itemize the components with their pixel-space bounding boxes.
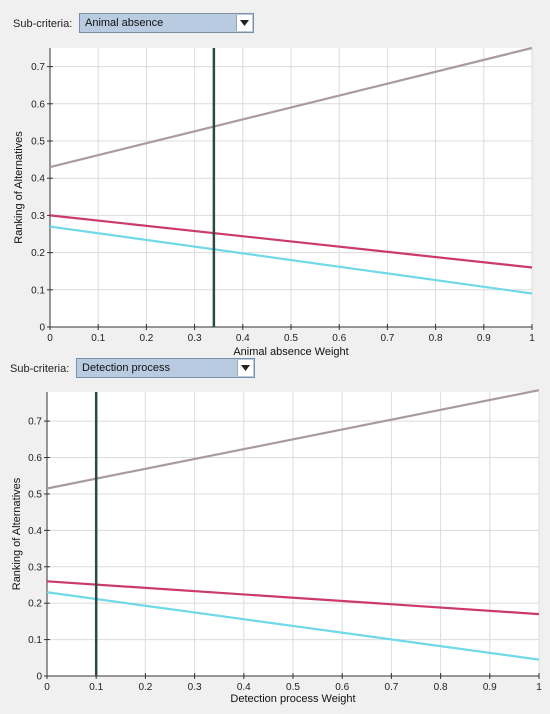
subcriteria-dropdown[interactable]: Detection process xyxy=(76,358,255,378)
x-tick-label: 0.2 xyxy=(139,333,153,344)
x-tick-label: 0.9 xyxy=(477,333,491,344)
x-tick-label: 1 xyxy=(529,333,535,344)
x-tick-label: 0.5 xyxy=(284,333,298,344)
x-tick-label: 0.6 xyxy=(332,333,346,344)
sensitivity-chart-2: 0 0.1 0.2 0.3 0.4 0.5 0.6 0.7 0.8 0.9 1 0 0.1 0.2 0.3 0… xyxy=(11,389,542,705)
x-tick-label: 0.1 xyxy=(89,682,103,693)
series-line-1 xyxy=(46,389,540,490)
x-axis-title: Detection process Weight xyxy=(230,693,355,705)
series-line-1 xyxy=(49,46,533,169)
y-tick-label: 0 xyxy=(39,323,45,334)
y-tick-label: 0 xyxy=(36,672,42,683)
x-tick-label: 0 xyxy=(47,333,53,344)
x-tick-label: 0 xyxy=(44,682,50,693)
series-line-3 xyxy=(46,591,540,661)
y-axis-title: Ranking of Alternatives xyxy=(13,131,25,244)
x-tick-label: 0.6 xyxy=(335,682,349,693)
subcriteria-dropdown[interactable]: Animal absence xyxy=(79,13,254,33)
series-line-3 xyxy=(49,225,533,295)
x-tick-label: 0.3 xyxy=(188,682,202,693)
x-tick-label: 0.8 xyxy=(429,333,443,344)
subcriteria-selected-value: Detection process xyxy=(82,362,171,374)
series-line-2 xyxy=(49,214,533,269)
sensitivity-panel-2: Sub-criteria: Detection process 0 0.1 0.2 0… xyxy=(0,355,550,714)
x-tick-label: 0.4 xyxy=(237,682,251,693)
x-tick-label: 0.1 xyxy=(91,333,105,344)
y-tick-label: 0.1 xyxy=(31,285,45,296)
chevron-down-icon xyxy=(241,365,250,371)
x-tick-label: 0.7 xyxy=(384,682,398,693)
y-tick-label: 0.7 xyxy=(31,62,45,73)
y-tick-label: 0.1 xyxy=(28,635,42,646)
x-tick-label: 0.7 xyxy=(380,333,394,344)
x-axis-title: Animal absence Weight xyxy=(233,346,348,358)
subcriteria-selected-value: Animal absence xyxy=(85,17,164,29)
x-tick-label: 1 xyxy=(536,682,542,693)
x-tick-label: 0.9 xyxy=(483,682,497,693)
x-tick-label: 0.4 xyxy=(236,333,250,344)
y-tick-label: 0.3 xyxy=(31,211,45,222)
subcriteria-label: Sub-criteria: xyxy=(10,363,70,375)
y-tick-label: 0.6 xyxy=(28,453,42,464)
y-tick-label: 0.2 xyxy=(31,248,45,259)
chevron-down-icon xyxy=(240,20,249,26)
y-axis-title: Ranking of Alternatives xyxy=(11,477,23,590)
y-tick-label: 0.3 xyxy=(28,562,42,573)
x-tick-label: 0.2 xyxy=(138,682,152,693)
y-tick-label: 0.4 xyxy=(31,174,45,185)
subcriteria-row: Sub-criteria: Detection process xyxy=(0,355,550,385)
sensitivity-chart-1: 0 0.1 0.2 0.3 0.4 0.5 0.6 0.7 0.8 0.9 1 0 0.1 0.2 0.3 0… xyxy=(13,46,535,358)
subcriteria-label: Sub-criteria: xyxy=(13,18,73,30)
y-tick-label: 0.4 xyxy=(28,526,42,537)
x-tick-label: 0.8 xyxy=(434,682,448,693)
y-tick-label: 0.5 xyxy=(31,137,45,148)
subcriteria-row: Sub-criteria: Animal absence xyxy=(0,0,550,33)
y-tick-label: 0.6 xyxy=(31,99,45,110)
dropdown-arrow-button[interactable] xyxy=(237,360,253,376)
y-tick-label: 0.5 xyxy=(28,489,42,500)
x-tick-label: 0.3 xyxy=(188,333,202,344)
sensitivity-panel-1: Sub-criteria: Animal absence 0 0.1 0.2 0.3 0… xyxy=(0,0,550,358)
dropdown-arrow-button[interactable] xyxy=(236,15,252,31)
series-line-2 xyxy=(46,580,540,616)
y-tick-label: 0.7 xyxy=(28,417,42,428)
x-tick-label: 0.5 xyxy=(286,682,300,693)
y-tick-label: 0.2 xyxy=(28,599,42,610)
